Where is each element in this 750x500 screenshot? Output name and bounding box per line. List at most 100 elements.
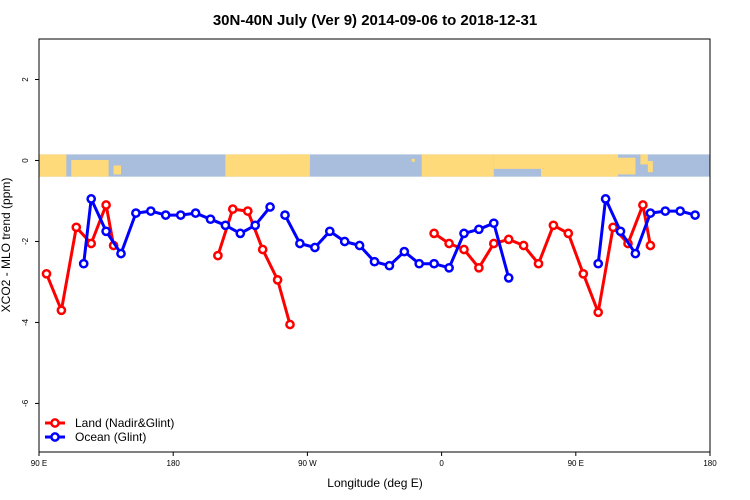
data-point	[250, 220, 261, 231]
data-point	[608, 222, 618, 233]
data-point	[101, 226, 111, 237]
y-axis-label: XCO2 - MLO trend (ppm)	[0, 178, 13, 313]
x-tick-label: 90 E	[31, 459, 47, 468]
data-point	[518, 240, 529, 251]
data-point	[645, 208, 656, 218]
data-point	[600, 194, 611, 204]
map-land	[640, 154, 648, 165]
map-land	[421, 154, 494, 177]
data-point	[675, 206, 686, 216]
data-point	[414, 258, 425, 269]
data-point	[474, 224, 484, 235]
data-point	[630, 248, 641, 259]
data-point	[369, 256, 380, 267]
data-point	[384, 260, 395, 271]
data-point	[235, 228, 246, 239]
data-point	[503, 273, 514, 283]
map-land	[71, 159, 109, 177]
data-point	[227, 204, 238, 214]
y-tick-label: 0	[21, 158, 30, 163]
data-point	[548, 220, 559, 231]
data-point	[324, 226, 335, 237]
data-point	[257, 244, 268, 255]
data-point	[339, 236, 350, 247]
data-point	[101, 200, 111, 210]
data-point	[474, 262, 484, 273]
x-tick-label: 0	[439, 459, 444, 468]
data-point	[563, 228, 574, 239]
data-point	[488, 238, 499, 249]
data-point	[593, 258, 604, 269]
map-land	[618, 157, 636, 175]
data-point	[213, 250, 223, 261]
data-point	[459, 244, 469, 255]
data-point	[272, 275, 283, 285]
data-point	[399, 246, 410, 257]
x-tick-label: 90 E	[568, 459, 584, 468]
map-island	[481, 157, 485, 161]
series-line	[216, 207, 292, 325]
data-point	[615, 226, 626, 237]
data-point	[265, 202, 275, 212]
data-point	[593, 307, 604, 318]
data-point	[533, 258, 544, 269]
y-axis: 2 0 -2 -4 -6	[21, 77, 39, 407]
legend-label-ocean: Ocean (Glint)	[75, 430, 146, 444]
map-land	[280, 154, 310, 162]
data-point	[175, 210, 186, 220]
map-land	[493, 154, 542, 169]
data-point	[295, 238, 305, 249]
x-tick-label: 90 W	[298, 459, 317, 468]
data-point	[190, 208, 201, 218]
data-point	[41, 268, 52, 279]
y-tick-label: 2	[21, 77, 30, 82]
map-island	[411, 158, 415, 162]
data-point	[444, 238, 454, 249]
legend-swatch-land-marker	[50, 418, 60, 428]
map-land	[647, 161, 653, 173]
series-ocean	[78, 194, 700, 283]
data-point	[71, 222, 82, 233]
data-point	[145, 206, 156, 216]
data-point	[444, 262, 454, 273]
data-point	[160, 210, 171, 220]
y-tick-label: -6	[21, 399, 30, 407]
data-point	[56, 305, 67, 316]
data-point	[488, 218, 499, 229]
data-point	[578, 268, 589, 279]
legend: Land (Nadir&Glint) Ocean (Glint)	[45, 416, 174, 444]
map-land	[541, 154, 619, 177]
data-point	[220, 220, 231, 231]
data-point	[645, 240, 656, 251]
x-axis-label: Longitude (deg E)	[327, 476, 422, 490]
data-point	[310, 242, 320, 253]
data-point	[86, 194, 97, 204]
map-land	[113, 165, 122, 175]
data-point	[78, 258, 89, 269]
data-point	[429, 258, 439, 269]
x-tick-label: 180	[703, 459, 717, 468]
y-tick-label: -4	[21, 318, 30, 326]
x-axis: 90 E 180 90 W 0 90 E 180	[31, 452, 717, 468]
data-point	[690, 210, 700, 220]
y-tick-label: -2	[21, 237, 30, 245]
map-island	[521, 162, 525, 166]
data-point	[429, 228, 439, 239]
series-line	[45, 203, 116, 312]
data-point	[285, 319, 295, 330]
data-point	[242, 206, 253, 216]
map-land	[39, 154, 67, 177]
legend-label-land: Land (Nadir&Glint)	[75, 416, 174, 430]
data-point	[660, 206, 671, 216]
series-layer	[41, 194, 700, 330]
map-island	[503, 156, 507, 160]
series-line	[433, 203, 652, 314]
data-point	[503, 234, 514, 245]
series-line	[283, 214, 511, 279]
data-point	[131, 208, 141, 218]
chart-title: 30N-40N July (Ver 9) 2014-09-06 to 2018-…	[213, 12, 537, 29]
plot-frame	[38, 38, 711, 453]
data-point	[459, 228, 469, 239]
data-point	[205, 214, 216, 225]
